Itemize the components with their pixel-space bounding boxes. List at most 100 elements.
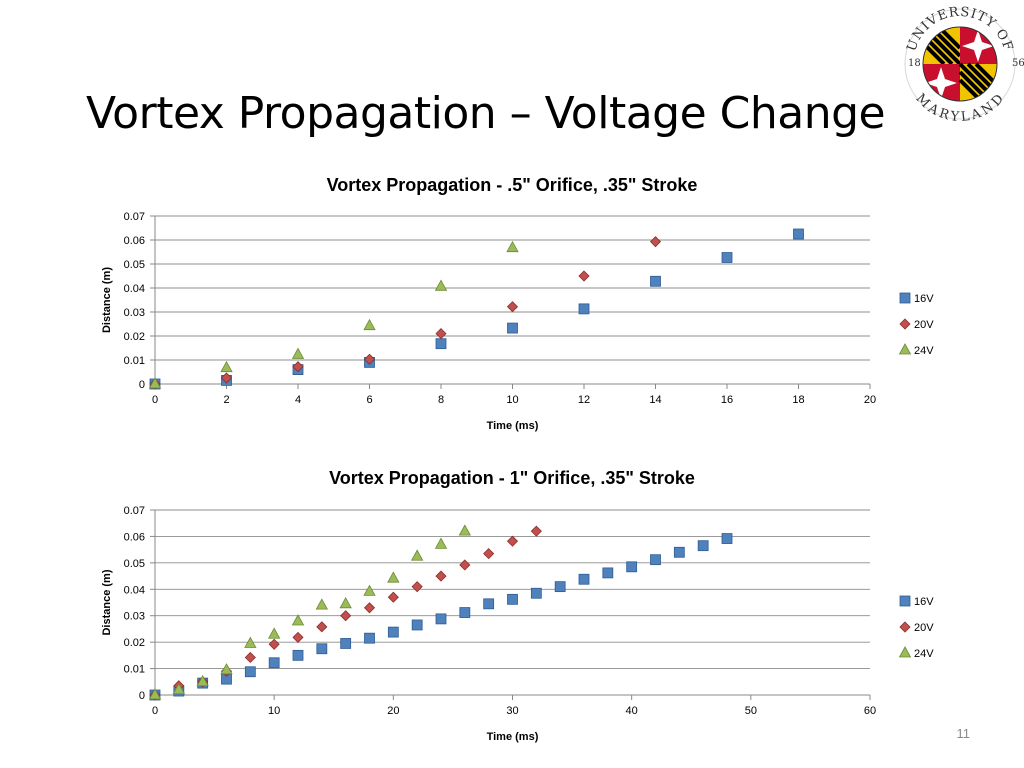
data-point-16V <box>268 657 280 669</box>
data-point-20V <box>387 591 399 603</box>
data-point-24V <box>196 674 209 687</box>
data-point-16V <box>340 638 352 649</box>
x-tick-label: 30 <box>506 705 518 717</box>
y-tick-label: 0.07 <box>124 211 145 223</box>
legend-marker-20V <box>899 318 911 330</box>
data-point-16V <box>507 593 518 605</box>
x-tick-label: 12 <box>578 394 590 406</box>
data-point-24V <box>315 598 329 610</box>
data-point-24V <box>434 537 448 549</box>
data-point-16V <box>435 338 447 350</box>
data-point-24V <box>387 571 400 583</box>
data-point-16V <box>507 322 518 334</box>
x-tick-label: 10 <box>268 705 280 717</box>
legend-marker-16V <box>899 292 911 304</box>
data-point-16V <box>244 666 256 678</box>
data-point-16V <box>602 567 614 579</box>
data-point-24V <box>220 663 233 675</box>
x-axis-label: Time (ms) <box>487 731 539 743</box>
data-point-20V <box>411 581 423 593</box>
series-24V <box>148 524 472 700</box>
university-of-maryland-seal: UNIVERSITY OF MARYLAND 18 56 <box>904 5 1024 125</box>
y-axis-label: Distance (m) <box>101 569 113 635</box>
data-point-16V <box>411 619 423 631</box>
data-point-20V <box>292 631 304 643</box>
data-point-20V <box>292 361 304 373</box>
data-point-20V <box>506 301 519 313</box>
data-point-16V <box>673 546 685 558</box>
data-point-20V <box>435 570 447 582</box>
series-16V <box>149 228 804 390</box>
x-tick-label: 20 <box>864 394 876 406</box>
legend-label-16V: 16V <box>914 293 934 305</box>
x-tick-label: 18 <box>792 394 804 406</box>
series-20V <box>149 525 542 701</box>
data-point-16V <box>793 228 804 240</box>
x-tick-label: 0 <box>152 394 158 406</box>
legend-label-24V: 24V <box>914 648 934 660</box>
chart-orifice-1: Vortex Propagation - 1" Orifice, .35" St… <box>101 468 934 743</box>
data-point-16V <box>721 252 733 263</box>
y-tick-label: 0.01 <box>124 355 145 367</box>
data-point-20V <box>578 270 590 282</box>
data-point-24V <box>339 596 352 609</box>
series-24V <box>148 240 519 389</box>
data-point-16V <box>530 587 542 599</box>
legend-marker-20V <box>899 621 911 633</box>
x-tick-label: 2 <box>223 394 229 406</box>
y-tick-label: 0.05 <box>124 558 145 570</box>
data-point-24V <box>363 318 376 331</box>
y-tick-label: 0.04 <box>124 584 145 596</box>
data-point-24V <box>220 360 233 373</box>
y-tick-label: 0.04 <box>124 283 145 295</box>
data-point-20V <box>244 651 256 664</box>
data-point-16V <box>626 561 638 573</box>
y-tick-label: 0.07 <box>124 505 145 517</box>
legend-label-20V: 20V <box>914 319 934 331</box>
data-point-20V <box>268 638 280 650</box>
data-point-20V <box>459 559 471 571</box>
data-point-16V <box>650 275 661 287</box>
x-tick-label: 20 <box>387 705 399 717</box>
data-point-16V <box>554 581 566 593</box>
x-tick-label: 14 <box>649 394 661 406</box>
y-tick-label: 0.01 <box>124 664 145 676</box>
seal-year-left: 18 <box>908 58 921 69</box>
slide-title: Vortex Propagation – Voltage Change <box>86 88 886 139</box>
data-point-20V <box>649 236 662 248</box>
data-point-24V <box>363 584 376 596</box>
y-tick-label: 0 <box>139 690 145 702</box>
data-point-20V <box>340 610 352 622</box>
x-tick-label: 40 <box>626 705 638 717</box>
page-number: 11 <box>956 726 971 741</box>
data-point-24V <box>410 549 424 561</box>
data-point-24V <box>434 279 448 291</box>
series-16V <box>149 533 733 701</box>
data-point-24V <box>458 524 472 536</box>
chart-title: Vortex Propagation - .5" Orifice, .35" S… <box>327 175 698 195</box>
data-point-20V <box>363 602 376 614</box>
data-point-16V <box>364 632 375 644</box>
data-point-16V <box>387 626 399 638</box>
y-tick-label: 0.03 <box>124 611 145 623</box>
legend-marker-16V <box>899 595 911 607</box>
data-point-16V <box>650 554 661 566</box>
data-point-20V <box>363 353 376 365</box>
data-point-16V <box>483 598 495 610</box>
data-point-24V <box>291 347 305 359</box>
maryland-flag-shield <box>923 27 997 101</box>
data-point-16V <box>578 573 590 585</box>
data-point-16V <box>435 613 447 625</box>
seal-year-right: 56 <box>1012 58 1024 69</box>
y-tick-label: 0.03 <box>124 307 145 319</box>
legend-label-24V: 24V <box>914 345 934 357</box>
y-tick-label: 0.06 <box>124 235 145 247</box>
data-point-16V <box>721 533 733 544</box>
data-point-16V <box>292 649 304 661</box>
x-tick-label: 8 <box>438 394 444 406</box>
data-point-20V <box>316 621 328 633</box>
data-point-20V <box>530 525 542 537</box>
data-point-24V <box>291 614 305 626</box>
legend-label-16V: 16V <box>914 596 934 608</box>
y-tick-label: 0.06 <box>124 531 145 543</box>
